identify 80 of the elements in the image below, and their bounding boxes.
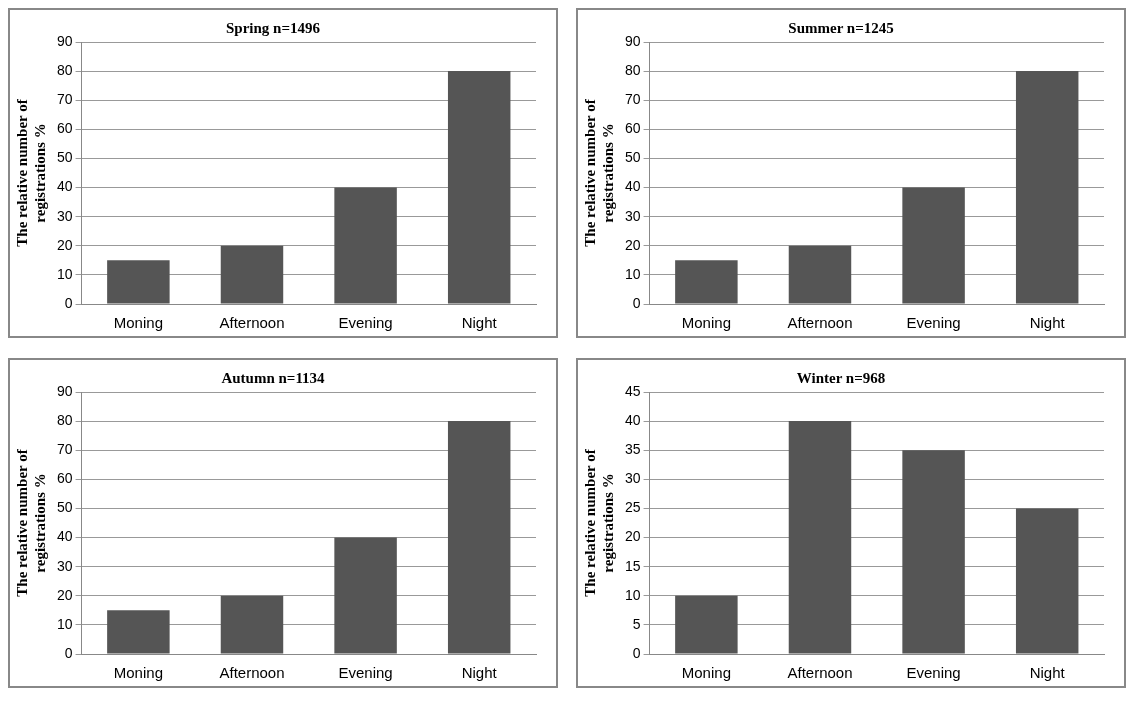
x-tick-label: Evening [906,664,961,682]
bar [107,260,170,304]
y-tick-label: 30 [624,470,641,487]
y-tick-label: 20 [56,236,73,253]
y-tick-label: 25 [624,499,641,516]
x-tick-label: Evening [338,664,393,682]
y-tick-label: 20 [624,528,641,545]
y-tick-label: 60 [624,120,641,137]
y-tick-label: 30 [624,207,641,224]
y-tick-label: 10 [56,265,73,282]
y-tick-label: 30 [56,557,73,574]
y-tick-label: 80 [56,411,73,428]
y-tick-label: 0 [64,644,73,661]
bar [675,260,738,304]
y-tick-label: 15 [624,557,641,574]
bar [902,450,965,654]
bar [675,595,738,654]
x-tick-label: Afternoon [219,314,285,332]
y-tick-label: 30 [56,207,73,224]
x-tick-label: Moning [681,664,731,682]
y-axis-title: The relative number of registrations % [581,448,616,597]
x-tick-label: Afternoon [787,314,853,332]
bar [1015,71,1079,304]
y-tick-label: 20 [624,236,641,253]
y-axis-title: The relative number of registrations % [581,98,616,247]
y-tick-label: 90 [624,32,641,49]
y-tick-label: 0 [64,294,73,311]
x-tick-label: Night [461,664,498,682]
y-axis-title: The relative number of registrations % [13,448,48,597]
x-tick-label: Moning [113,314,163,332]
y-tick-label: 40 [56,528,73,545]
x-tick-label: Night [461,314,498,332]
x-tick-label: Afternoon [219,664,285,682]
x-tick-label: Moning [681,314,731,332]
chart-title: Spring n=1496 [226,19,321,36]
y-tick-label: 40 [624,178,641,195]
y-tick-label: 60 [56,120,73,137]
bar [788,421,852,654]
y-tick-label: 20 [56,586,73,603]
bar [1015,508,1079,654]
bar [107,610,170,654]
y-tick-label: 10 [56,615,73,632]
y-tick-label: 90 [56,32,73,49]
y-tick-label: 40 [624,411,641,428]
chart-title: Summer n=1245 [788,19,894,36]
x-tick-label: Evening [906,314,961,332]
y-tick-label: 70 [56,441,73,458]
chart-title: Autumn n=1134 [221,369,326,386]
bar [334,187,397,304]
y-tick-label: 80 [56,61,73,78]
y-tick-label: 70 [624,91,641,108]
y-tick-label: 0 [632,644,641,661]
y-tick-label: 60 [56,470,73,487]
bar [334,537,397,654]
y-tick-label: 10 [624,265,641,282]
bar [447,71,511,304]
y-axis-title: The relative number of registrations % [13,98,48,247]
y-tick-label: 40 [56,178,73,195]
y-tick-label: 5 [632,615,641,632]
bar [220,245,284,304]
bar [788,245,852,304]
y-tick-label: 50 [56,499,73,516]
x-tick-label: Evening [338,314,393,332]
y-tick-label: 90 [56,382,73,399]
y-tick-label: 10 [624,586,641,603]
y-tick-label: 0 [632,294,641,311]
y-tick-label: 80 [624,61,641,78]
chart-title: Winter n=968 [796,369,886,386]
y-tick-label: 45 [624,382,641,399]
x-tick-label: Afternoon [787,664,853,682]
x-tick-label: Night [1029,314,1066,332]
bar [447,421,511,654]
x-tick-label: Night [1029,664,1066,682]
y-tick-label: 35 [624,441,641,458]
y-tick-label: 50 [56,149,73,166]
y-tick-label: 70 [56,91,73,108]
bar [902,187,965,304]
bar [220,595,284,654]
y-tick-label: 50 [624,149,641,166]
x-tick-label: Moning [113,664,163,682]
